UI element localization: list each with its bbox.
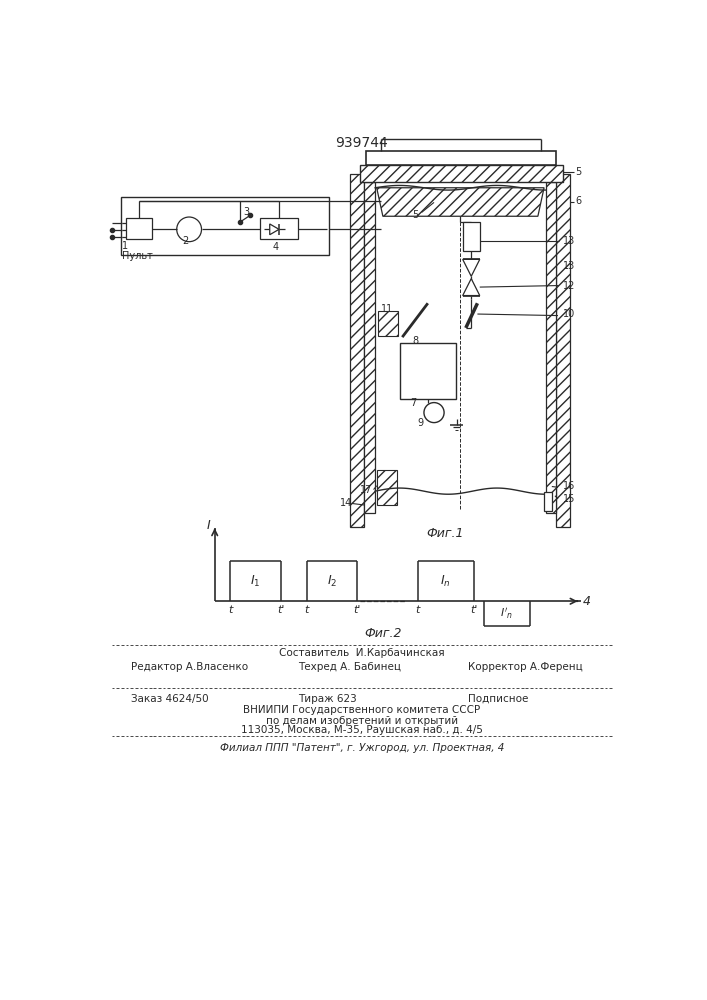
Bar <box>351 174 364 527</box>
Text: Корректор А.Ференц: Корректор А.Ференц <box>468 662 583 672</box>
Text: 6: 6 <box>575 196 581 206</box>
Bar <box>260 218 298 239</box>
Text: Редактор А.Власенко: Редактор А.Власенко <box>131 662 248 672</box>
Bar <box>544 492 552 511</box>
Bar <box>364 182 375 513</box>
Text: $I'_n$: $I'_n$ <box>501 606 513 621</box>
Text: t: t <box>305 605 309 615</box>
Bar <box>360 165 563 182</box>
Text: 11: 11 <box>380 304 393 314</box>
Text: I: I <box>207 519 211 532</box>
Polygon shape <box>377 188 544 216</box>
Text: 13: 13 <box>563 236 575 246</box>
Bar <box>546 182 556 513</box>
Text: t': t' <box>470 605 477 615</box>
Text: 939744: 939744 <box>336 136 388 150</box>
Text: 9: 9 <box>418 418 424 428</box>
Text: 12: 12 <box>563 281 575 291</box>
Text: 16: 16 <box>563 481 575 491</box>
Text: t': t' <box>277 605 284 615</box>
Text: t': t' <box>354 605 361 615</box>
Text: ВНИИПИ Государственного комитета СССР: ВНИИПИ Государственного комитета СССР <box>243 705 481 715</box>
Bar <box>377 470 397 505</box>
Polygon shape <box>462 259 480 276</box>
Text: $I_2$: $I_2$ <box>327 574 337 589</box>
Text: Фиг.2: Фиг.2 <box>364 627 402 640</box>
Text: 15: 15 <box>563 494 575 504</box>
Text: Пульт: Пульт <box>122 251 153 261</box>
Text: $I_1$: $I_1$ <box>250 574 260 589</box>
Text: Тираж 623: Тираж 623 <box>298 694 356 704</box>
Text: 13: 13 <box>563 261 575 271</box>
Text: t: t <box>228 605 233 615</box>
Text: 7: 7 <box>410 398 416 408</box>
Bar <box>400 343 456 399</box>
Polygon shape <box>270 224 279 235</box>
Text: 14: 14 <box>340 498 353 508</box>
Bar <box>126 218 152 239</box>
Text: 5: 5 <box>412 210 419 220</box>
Polygon shape <box>462 279 480 296</box>
Text: 113035, Москва, М-35, Раушская наб., д. 4/5: 113035, Москва, М-35, Раушская наб., д. … <box>241 725 483 735</box>
Text: Техред А. Бабинец: Техред А. Бабинец <box>298 662 401 672</box>
Text: $I_n$: $I_n$ <box>440 574 451 589</box>
Bar <box>366 151 556 165</box>
Bar <box>121 197 329 255</box>
Text: по делам изобретений и открытий: по делам изобретений и открытий <box>266 716 458 726</box>
Text: 5: 5 <box>575 167 581 177</box>
Text: Составитель  И.Карбачинская: Составитель И.Карбачинская <box>279 648 445 658</box>
Text: Фиг.1: Фиг.1 <box>426 527 464 540</box>
Text: 3: 3 <box>243 207 250 217</box>
Text: Филиал ППП "Патент", г. Ужгород, ул. Проектная, 4: Филиал ППП "Патент", г. Ужгород, ул. Про… <box>220 743 504 753</box>
Text: Заказ 4624/50: Заказ 4624/50 <box>131 694 209 704</box>
Bar <box>462 222 480 251</box>
Text: 17: 17 <box>360 485 372 495</box>
Text: 4: 4 <box>273 242 279 252</box>
Text: t: t <box>416 605 420 615</box>
Bar <box>378 311 398 336</box>
Text: 8: 8 <box>412 336 419 346</box>
Bar <box>556 174 571 527</box>
Text: Подписное: Подписное <box>468 694 529 704</box>
Text: 1: 1 <box>122 241 128 251</box>
Text: 10: 10 <box>563 309 575 319</box>
Text: 2: 2 <box>182 236 188 246</box>
Text: 4: 4 <box>583 595 591 608</box>
